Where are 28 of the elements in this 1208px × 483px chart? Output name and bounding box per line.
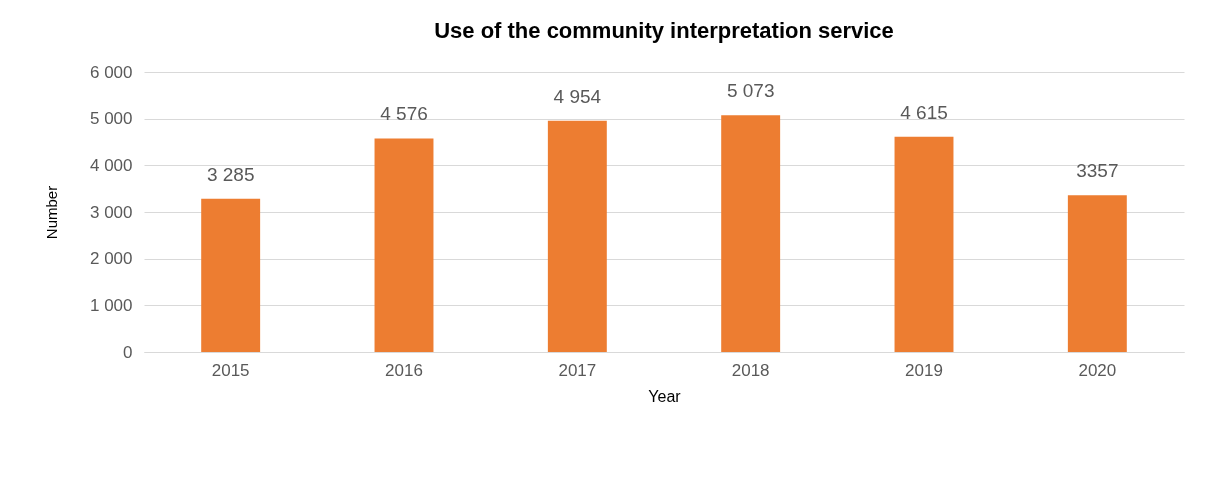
data-label: 4 615: [900, 101, 948, 123]
y-tick-label: 0: [123, 342, 133, 362]
bar: [721, 115, 781, 352]
x-tick-label: 2017: [558, 360, 597, 380]
bar: [1067, 195, 1127, 352]
bar: [374, 138, 434, 352]
data-label: 3 285: [206, 163, 255, 185]
y-tick-label: 1 000: [89, 295, 133, 315]
x-tick-label: 2018: [731, 360, 770, 380]
y-tick-label: 2 000: [89, 249, 133, 269]
chart-title: Use of the community interpretation service: [434, 18, 894, 43]
x-tick-label: 2015: [211, 360, 250, 380]
y-tick-label: 4 000: [89, 155, 133, 175]
x-tick-label: 2016: [385, 360, 423, 380]
x-tick-label: 2020: [1078, 360, 1117, 380]
data-label: 3357: [1076, 160, 1119, 182]
y-tick-label: 6 000: [89, 62, 133, 82]
data-label: 4 954: [553, 85, 602, 107]
bar: [201, 198, 261, 352]
x-tick-label: 2019: [905, 360, 943, 380]
y-tick-label: 3 000: [89, 202, 133, 222]
data-label: 4 576: [380, 103, 428, 125]
x-axis-title: Year: [648, 387, 682, 405]
bar: [547, 120, 607, 352]
data-label: 5 073: [726, 80, 775, 102]
y-tick-label: 5 000: [89, 109, 133, 129]
bar: [894, 136, 954, 352]
y-axis-title: Number: [42, 185, 60, 240]
